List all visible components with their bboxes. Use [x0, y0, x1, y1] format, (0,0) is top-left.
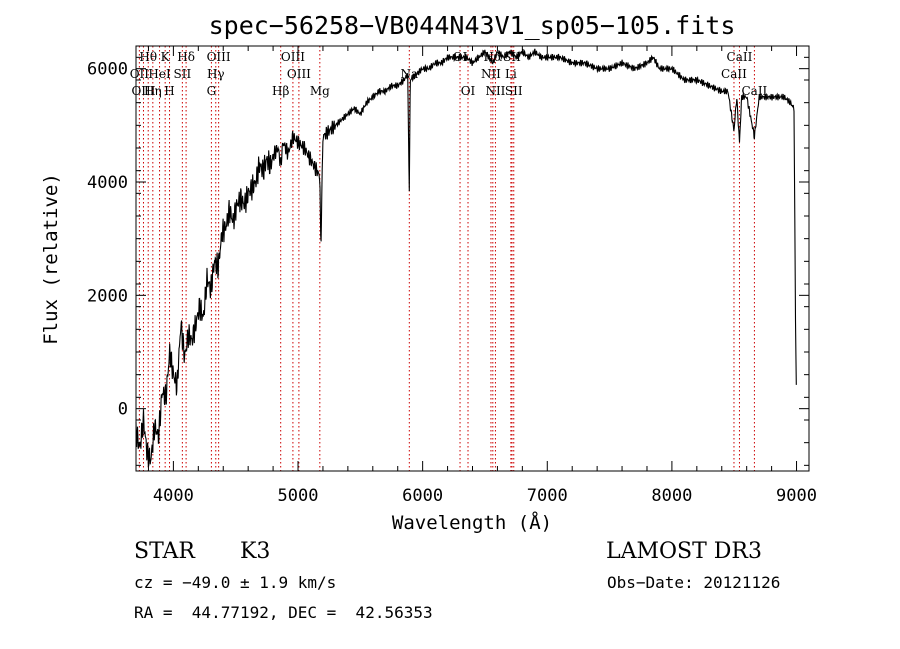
y-axis-label: Flux (relative) — [40, 173, 62, 345]
x-tick-label: 9000 — [776, 486, 817, 506]
chart-title: spec−56258−VB044N43V1_sp05−105.fits — [209, 11, 736, 40]
x-tick-label: 5000 — [278, 486, 319, 506]
plot-frame — [135, 45, 810, 472]
line-marker-label: NII — [485, 84, 505, 98]
line-marker-label: Hδ — [177, 50, 195, 64]
line-marker-label: NII — [481, 67, 501, 81]
line-marker-label: HeI — [148, 67, 171, 81]
spectral-line-markers: Hθ OII OIII K HeI Hη H Hδ SII OIII Hγ G Hβ OIII OIII Mg… — [130, 46, 768, 471]
observation-date: Obs−Date: 20121126 — [607, 573, 781, 592]
redshift-velocity: cz = −49.0 ± 1.9 km/s — [134, 573, 337, 592]
y-tick-label: 6000 — [87, 60, 128, 80]
line-marker-label: Hη — [144, 84, 162, 98]
line-marker-label: CaII — [727, 50, 753, 64]
line-marker-label: SII — [505, 84, 523, 98]
x-tick-label: 6000 — [402, 486, 443, 506]
coordinates: RA = 44.77192, DEC = 42.56353 — [134, 603, 433, 622]
line-marker-label: CaII — [721, 67, 747, 81]
line-marker-label: Hβ — [272, 84, 289, 98]
line-marker-label: H — [164, 84, 174, 98]
y-tick-label: 0 — [118, 400, 128, 420]
line-marker-label: Hγ — [207, 67, 225, 81]
line-marker-label: SII — [174, 67, 192, 81]
line-marker-label: Hα — [484, 50, 503, 64]
x-tick-label: 8000 — [651, 486, 692, 506]
y-tick-label: 2000 — [87, 286, 128, 306]
series-layer — [135, 48, 797, 467]
line-marker-label: OIII — [131, 84, 155, 98]
line-marker-label: K — [161, 50, 171, 64]
line-marker-label: OIII — [281, 50, 305, 64]
x-tick-label: 4000 — [153, 486, 194, 506]
spectrum-line — [135, 48, 797, 467]
line-marker-label: Mg — [310, 84, 330, 98]
object-class: STAR — [134, 539, 195, 564]
y-tick-label: 4000 — [87, 173, 128, 193]
line-marker-label: OII — [130, 67, 150, 81]
line-marker-label: Li — [505, 67, 517, 81]
line-marker-label: Hθ — [139, 50, 157, 64]
x-axis-label: Wavelength (Å) — [392, 511, 552, 534]
line-marker-label: OIII — [287, 67, 311, 81]
survey-name: LAMOST DR3 — [606, 539, 762, 564]
line-marker-label: G — [207, 84, 217, 98]
x-tick-label: 7000 — [527, 486, 568, 506]
line-marker-label: OIII — [207, 50, 231, 64]
object-subclass: K3 — [240, 539, 271, 564]
line-marker-label: OI — [461, 84, 476, 98]
axes: 4000 5000 6000 7000 8000 9000 0 2000 4000 6000 — [87, 46, 817, 506]
